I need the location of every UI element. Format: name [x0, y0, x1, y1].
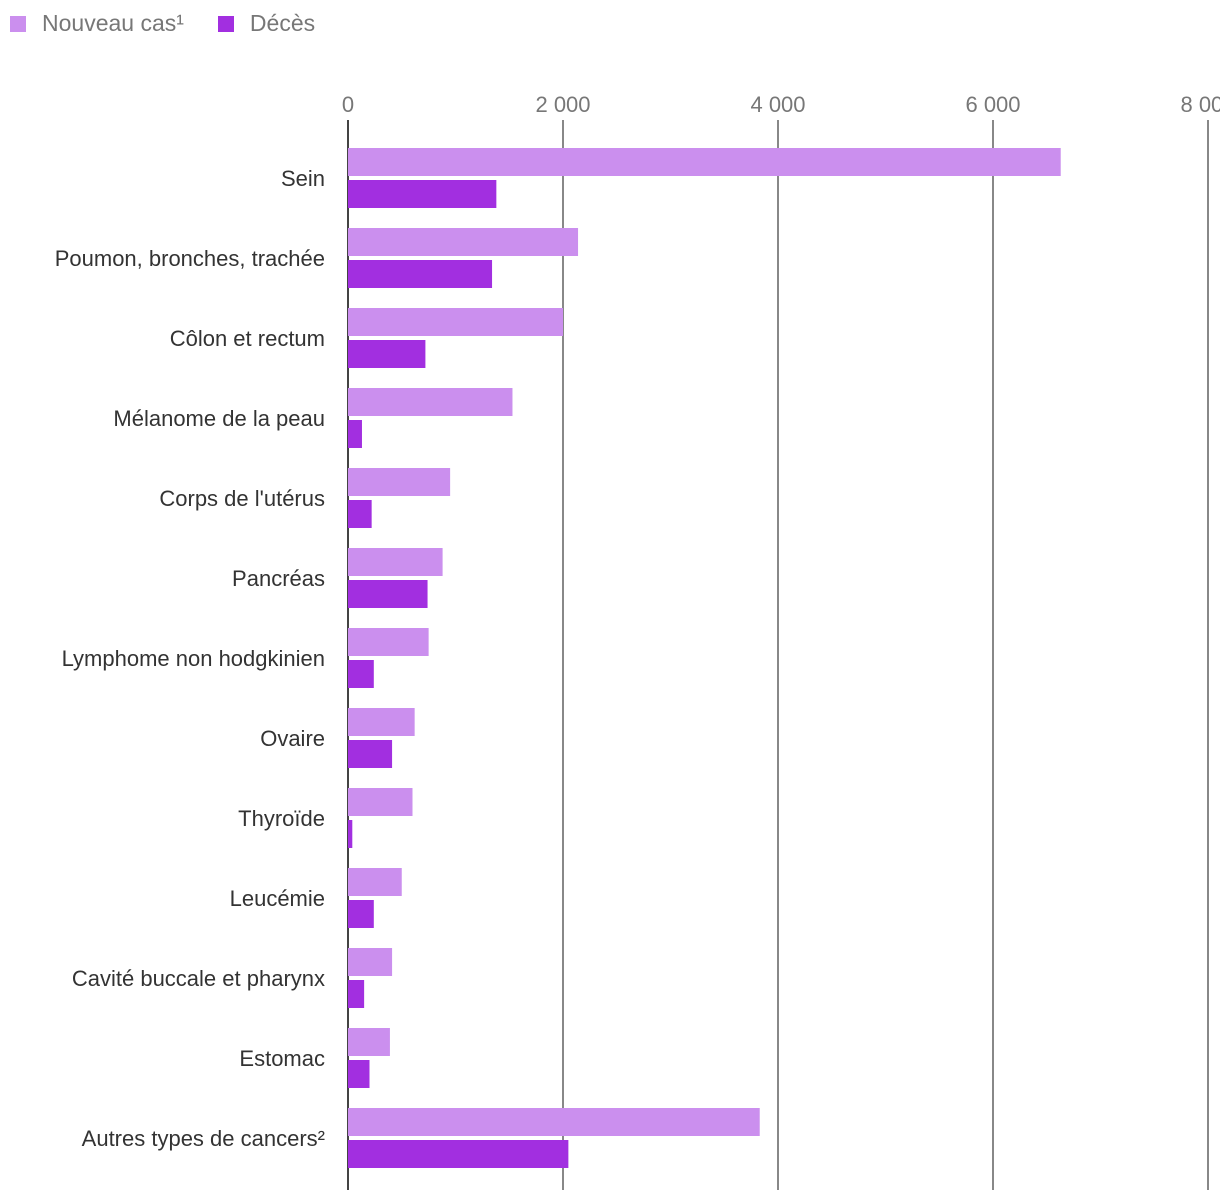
- bar-new-cases[interactable]: [348, 1108, 760, 1136]
- legend-item-new-cases[interactable]: Nouveau cas¹: [10, 10, 184, 37]
- x-tick-label: 6 000: [965, 92, 1020, 117]
- bar-new-cases[interactable]: [348, 388, 513, 416]
- legend-swatch-new-cases: [10, 15, 26, 32]
- x-tick-label: 4 000: [750, 92, 805, 117]
- category-label: Autres types de cancers²: [82, 1126, 325, 1151]
- category-label: Sein: [281, 166, 325, 191]
- bar-new-cases[interactable]: [348, 468, 451, 496]
- bar-new-cases[interactable]: [348, 868, 402, 896]
- x-tick-label: 0: [342, 92, 354, 117]
- category-label: Estomac: [239, 1046, 325, 1071]
- bar-new-cases[interactable]: [348, 148, 1061, 176]
- legend: Nouveau cas¹ Décès: [10, 10, 349, 37]
- bar-deaths[interactable]: [348, 420, 362, 448]
- legend-swatch-deaths: [217, 15, 234, 32]
- bar-deaths[interactable]: [348, 660, 374, 688]
- bar-deaths[interactable]: [348, 340, 426, 368]
- bar-deaths[interactable]: [348, 1060, 370, 1088]
- bar-new-cases[interactable]: [348, 708, 415, 736]
- category-label: Corps de l'utérus: [159, 486, 325, 511]
- bar-new-cases[interactable]: [348, 948, 393, 976]
- bar-deaths[interactable]: [348, 180, 497, 208]
- legend-item-deaths[interactable]: Décès: [217, 10, 316, 37]
- category-label: Thyroïde: [238, 806, 325, 831]
- bar-deaths[interactable]: [348, 500, 372, 528]
- bar-deaths[interactable]: [348, 820, 353, 848]
- bar-deaths[interactable]: [348, 740, 393, 768]
- x-tick-label: 8 000: [1180, 92, 1220, 117]
- category-label: Mélanome de la peau: [113, 406, 325, 431]
- bar-deaths[interactable]: [348, 980, 365, 1008]
- category-label: Poumon, bronches, trachée: [55, 246, 325, 271]
- bar-deaths[interactable]: [348, 580, 428, 608]
- bar-new-cases[interactable]: [348, 1028, 390, 1056]
- legend-label-new-cases: Nouveau cas¹: [42, 10, 184, 36]
- category-label: Ovaire: [260, 726, 325, 751]
- bar-deaths[interactable]: [348, 260, 493, 288]
- bar-new-cases[interactable]: [348, 788, 413, 816]
- bar-new-cases[interactable]: [348, 228, 579, 256]
- x-tick-label: 2 000: [535, 92, 590, 117]
- bar-new-cases[interactable]: [348, 548, 443, 576]
- bar-new-cases[interactable]: [348, 308, 563, 336]
- bar-new-cases[interactable]: [348, 628, 429, 656]
- category-label: Pancréas: [232, 566, 325, 591]
- category-label: Côlon et rectum: [170, 326, 325, 351]
- bar-deaths[interactable]: [348, 1140, 569, 1168]
- category-label: Lymphome non hodgkinien: [62, 646, 325, 671]
- category-label: Cavité buccale et pharynx: [72, 966, 325, 991]
- category-label: Leucémie: [230, 886, 325, 911]
- bar-deaths[interactable]: [348, 900, 374, 928]
- legend-label-deaths: Décès: [249, 10, 316, 36]
